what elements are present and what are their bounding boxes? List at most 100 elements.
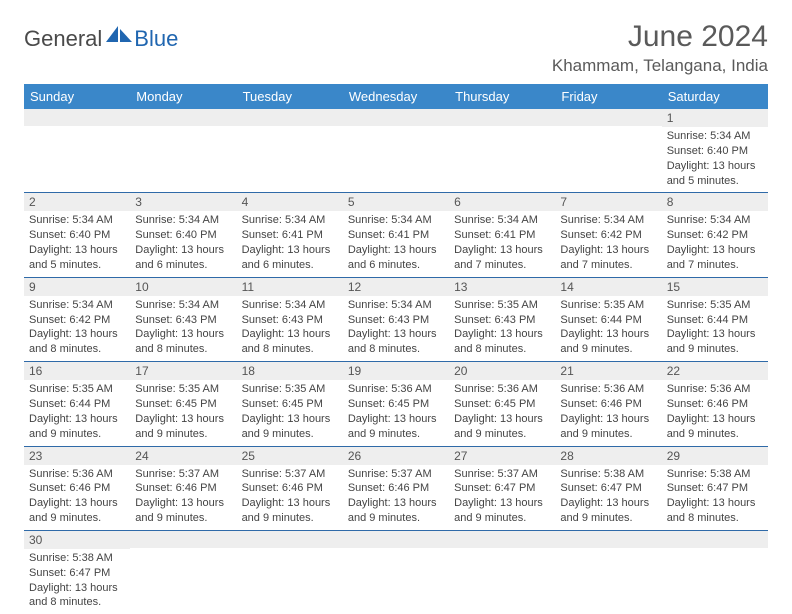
calendar-week-row: 16Sunrise: 5:35 AMSunset: 6:44 PMDayligh… bbox=[24, 362, 768, 446]
day-number bbox=[24, 109, 130, 126]
calendar-week-row: 30Sunrise: 5:38 AMSunset: 6:47 PMDayligh… bbox=[24, 530, 768, 614]
day-details: Sunrise: 5:34 AMSunset: 6:41 PMDaylight:… bbox=[343, 211, 449, 276]
day-number: 18 bbox=[237, 362, 343, 380]
sunset-line: Sunset: 6:46 PM bbox=[242, 481, 338, 496]
daylight-line: Daylight: 13 hours and 8 minutes. bbox=[29, 581, 125, 611]
title-block: June 2024 Khammam, Telangana, India bbox=[552, 20, 768, 76]
calendar-cell: 10Sunrise: 5:34 AMSunset: 6:43 PMDayligh… bbox=[130, 277, 236, 361]
daylight-line: Daylight: 13 hours and 5 minutes. bbox=[29, 243, 125, 273]
day-number bbox=[237, 109, 343, 126]
sunset-line: Sunset: 6:46 PM bbox=[560, 397, 656, 412]
sunset-line: Sunset: 6:44 PM bbox=[667, 313, 763, 328]
dayname-sunday: Sunday bbox=[24, 84, 130, 109]
sunset-line: Sunset: 6:45 PM bbox=[454, 397, 550, 412]
sunrise-line: Sunrise: 5:34 AM bbox=[348, 298, 444, 313]
calendar-cell: 2Sunrise: 5:34 AMSunset: 6:40 PMDaylight… bbox=[24, 193, 130, 277]
sunrise-line: Sunrise: 5:35 AM bbox=[242, 382, 338, 397]
day-number: 1 bbox=[662, 109, 768, 127]
logo-text-general: General bbox=[24, 26, 102, 52]
day-number bbox=[130, 109, 236, 126]
day-number: 10 bbox=[130, 278, 236, 296]
day-number: 13 bbox=[449, 278, 555, 296]
day-number: 2 bbox=[24, 193, 130, 211]
day-number bbox=[343, 531, 449, 548]
day-details: Sunrise: 5:35 AMSunset: 6:44 PMDaylight:… bbox=[24, 380, 130, 445]
day-number: 17 bbox=[130, 362, 236, 380]
daylight-line: Daylight: 13 hours and 9 minutes. bbox=[242, 412, 338, 442]
calendar-cell: 3Sunrise: 5:34 AMSunset: 6:40 PMDaylight… bbox=[130, 193, 236, 277]
day-details: Sunrise: 5:34 AMSunset: 6:43 PMDaylight:… bbox=[343, 296, 449, 361]
sunset-line: Sunset: 6:44 PM bbox=[560, 313, 656, 328]
daylight-line: Daylight: 13 hours and 9 minutes. bbox=[560, 496, 656, 526]
calendar-cell: 14Sunrise: 5:35 AMSunset: 6:44 PMDayligh… bbox=[555, 277, 661, 361]
sunrise-line: Sunrise: 5:35 AM bbox=[135, 382, 231, 397]
daylight-line: Daylight: 13 hours and 8 minutes. bbox=[135, 327, 231, 357]
day-number: 12 bbox=[343, 278, 449, 296]
daylight-line: Daylight: 13 hours and 8 minutes. bbox=[454, 327, 550, 357]
sunrise-line: Sunrise: 5:38 AM bbox=[29, 551, 125, 566]
sunrise-line: Sunrise: 5:35 AM bbox=[29, 382, 125, 397]
calendar-cell: 29Sunrise: 5:38 AMSunset: 6:47 PMDayligh… bbox=[662, 446, 768, 530]
daylight-line: Daylight: 13 hours and 9 minutes. bbox=[560, 412, 656, 442]
day-number: 15 bbox=[662, 278, 768, 296]
day-number bbox=[662, 531, 768, 548]
sunrise-line: Sunrise: 5:36 AM bbox=[560, 382, 656, 397]
location-subtitle: Khammam, Telangana, India bbox=[552, 56, 768, 76]
day-number bbox=[555, 109, 661, 126]
day-number: 6 bbox=[449, 193, 555, 211]
sunset-line: Sunset: 6:43 PM bbox=[135, 313, 231, 328]
sunset-line: Sunset: 6:43 PM bbox=[454, 313, 550, 328]
daylight-line: Daylight: 13 hours and 9 minutes. bbox=[454, 412, 550, 442]
day-details: Sunrise: 5:34 AMSunset: 6:42 PMDaylight:… bbox=[662, 211, 768, 276]
sunrise-line: Sunrise: 5:35 AM bbox=[454, 298, 550, 313]
day-details: Sunrise: 5:35 AMSunset: 6:43 PMDaylight:… bbox=[449, 296, 555, 361]
sunset-line: Sunset: 6:42 PM bbox=[560, 228, 656, 243]
calendar-cell: 22Sunrise: 5:36 AMSunset: 6:46 PMDayligh… bbox=[662, 362, 768, 446]
calendar-cell: 13Sunrise: 5:35 AMSunset: 6:43 PMDayligh… bbox=[449, 277, 555, 361]
sunrise-line: Sunrise: 5:36 AM bbox=[667, 382, 763, 397]
daylight-line: Daylight: 13 hours and 9 minutes. bbox=[135, 496, 231, 526]
day-number: 24 bbox=[130, 447, 236, 465]
daylight-line: Daylight: 13 hours and 9 minutes. bbox=[348, 412, 444, 442]
daylight-line: Daylight: 13 hours and 8 minutes. bbox=[242, 327, 338, 357]
logo-sail-icon bbox=[106, 26, 132, 42]
sunrise-line: Sunrise: 5:34 AM bbox=[348, 213, 444, 228]
calendar-cell: 8Sunrise: 5:34 AMSunset: 6:42 PMDaylight… bbox=[662, 193, 768, 277]
calendar-cell bbox=[24, 109, 130, 193]
day-number: 4 bbox=[237, 193, 343, 211]
calendar-table: Sunday Monday Tuesday Wednesday Thursday… bbox=[24, 84, 768, 614]
day-number: 28 bbox=[555, 447, 661, 465]
calendar-cell: 6Sunrise: 5:34 AMSunset: 6:41 PMDaylight… bbox=[449, 193, 555, 277]
day-number: 7 bbox=[555, 193, 661, 211]
day-details: Sunrise: 5:35 AMSunset: 6:44 PMDaylight:… bbox=[662, 296, 768, 361]
day-number: 3 bbox=[130, 193, 236, 211]
calendar-cell: 23Sunrise: 5:36 AMSunset: 6:46 PMDayligh… bbox=[24, 446, 130, 530]
daylight-line: Daylight: 13 hours and 8 minutes. bbox=[29, 327, 125, 357]
day-number bbox=[555, 531, 661, 548]
day-details: Sunrise: 5:36 AMSunset: 6:46 PMDaylight:… bbox=[24, 465, 130, 530]
sunset-line: Sunset: 6:47 PM bbox=[560, 481, 656, 496]
calendar-cell bbox=[343, 109, 449, 193]
day-details: Sunrise: 5:34 AMSunset: 6:42 PMDaylight:… bbox=[24, 296, 130, 361]
calendar-week-row: 9Sunrise: 5:34 AMSunset: 6:42 PMDaylight… bbox=[24, 277, 768, 361]
day-number: 9 bbox=[24, 278, 130, 296]
sunrise-line: Sunrise: 5:34 AM bbox=[29, 298, 125, 313]
calendar-cell: 18Sunrise: 5:35 AMSunset: 6:45 PMDayligh… bbox=[237, 362, 343, 446]
calendar-cell: 15Sunrise: 5:35 AMSunset: 6:44 PMDayligh… bbox=[662, 277, 768, 361]
calendar-cell bbox=[449, 109, 555, 193]
calendar-cell: 12Sunrise: 5:34 AMSunset: 6:43 PMDayligh… bbox=[343, 277, 449, 361]
calendar-cell: 9Sunrise: 5:34 AMSunset: 6:42 PMDaylight… bbox=[24, 277, 130, 361]
day-number: 29 bbox=[662, 447, 768, 465]
day-number: 16 bbox=[24, 362, 130, 380]
sunrise-line: Sunrise: 5:38 AM bbox=[560, 467, 656, 482]
calendar-cell: 20Sunrise: 5:36 AMSunset: 6:45 PMDayligh… bbox=[449, 362, 555, 446]
sunrise-line: Sunrise: 5:34 AM bbox=[242, 213, 338, 228]
calendar-cell bbox=[662, 530, 768, 614]
sunset-line: Sunset: 6:46 PM bbox=[348, 481, 444, 496]
sunset-line: Sunset: 6:43 PM bbox=[348, 313, 444, 328]
day-details: Sunrise: 5:38 AMSunset: 6:47 PMDaylight:… bbox=[662, 465, 768, 530]
sunset-line: Sunset: 6:43 PM bbox=[242, 313, 338, 328]
daylight-line: Daylight: 13 hours and 6 minutes. bbox=[135, 243, 231, 273]
sunset-line: Sunset: 6:42 PM bbox=[29, 313, 125, 328]
daylight-line: Daylight: 13 hours and 9 minutes. bbox=[135, 412, 231, 442]
